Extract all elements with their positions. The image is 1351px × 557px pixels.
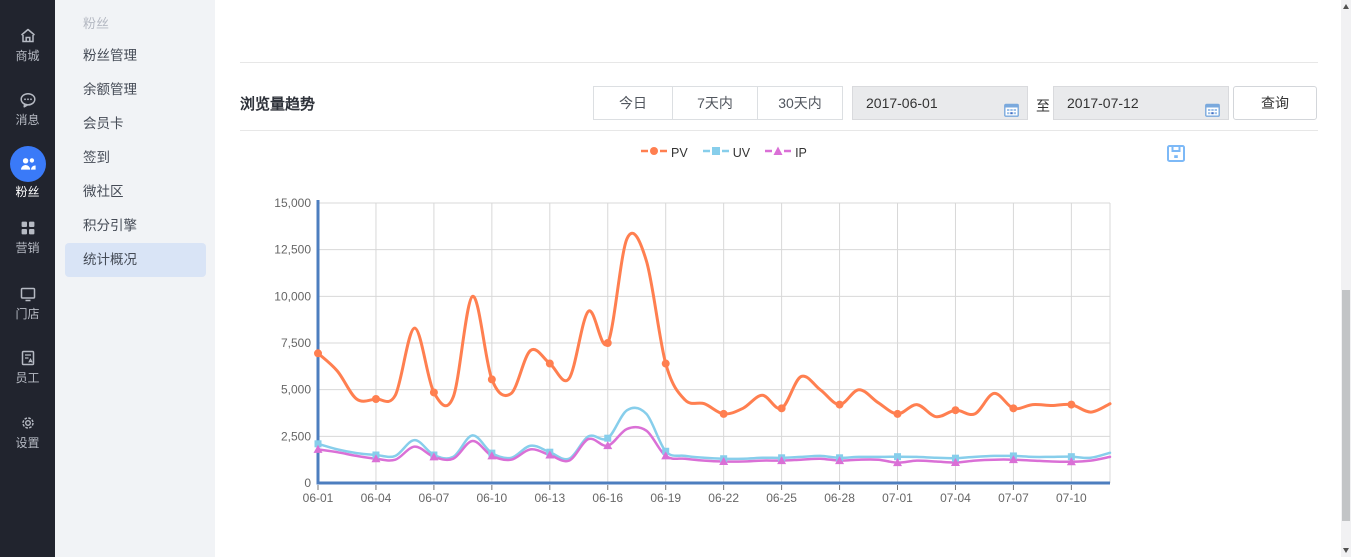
traffic-trend-chart: 06-01 06-04 06-07 06-10 06-13 06-16 06-19 06-22…: [270, 196, 1130, 516]
submenu-item-1[interactable]: 粉丝管理: [83, 48, 137, 63]
fans-icon: [9, 146, 46, 182]
marketing-icon: [0, 218, 55, 238]
svg-text:10,000: 10,000: [274, 289, 311, 303]
submenu-item-7[interactable]: 统计概况: [65, 243, 206, 277]
sidebar-item-settings[interactable]: 设置: [0, 413, 55, 450]
legend-label: UV: [732, 145, 751, 160]
scroll-thumb[interactable]: [1342, 290, 1350, 521]
submenu-item-6[interactable]: 积分引擎: [83, 218, 137, 233]
svg-text:07-10: 07-10: [1056, 491, 1087, 505]
page-title: 浏览量趋势: [240, 96, 316, 113]
sidebar-item-shop[interactable]: 商城: [0, 26, 55, 63]
scroll-up-arrow-icon[interactable]: [1343, 4, 1349, 9]
top-divider: [240, 62, 1318, 63]
legend-item-ip[interactable]: IP: [765, 145, 807, 160]
date-from-value: 2017-06-01: [866, 95, 938, 111]
vertical-scrollbar[interactable]: [1341, 0, 1351, 557]
primary-sidebar: 商城消息粉丝营销门店员工设置: [0, 0, 55, 557]
sidebar-item-label: 粉丝: [15, 185, 40, 199]
legend-label: PV: [671, 145, 688, 160]
ip-legend-marker-icon: [765, 145, 792, 160]
sidebar-item-message[interactable]: 消息: [0, 90, 55, 127]
staff-icon: [0, 348, 55, 368]
date-to-value: 2017-07-12: [1067, 95, 1139, 111]
uv-legend-marker-icon: [702, 145, 729, 160]
svg-text:06-04: 06-04: [361, 491, 392, 505]
submenu-item-5[interactable]: 微社区: [83, 184, 124, 199]
svg-text:0: 0: [304, 476, 311, 490]
message-icon: [0, 90, 55, 110]
legend-item-uv[interactable]: UV: [702, 145, 751, 160]
sidebar-item-store[interactable]: 门店: [0, 284, 55, 321]
chart-legend: PV UV IP: [641, 145, 807, 160]
shop-icon: [0, 26, 55, 46]
fans-submenu: 粉丝 粉丝管理余额管理会员卡签到微社区积分引擎统计概况: [55, 0, 215, 557]
submenu-item-4[interactable]: 签到: [83, 150, 110, 165]
legend-item-pv[interactable]: PV: [641, 145, 688, 160]
svg-text:07-01: 07-01: [882, 491, 913, 505]
calendar-icon[interactable]: [1205, 96, 1220, 128]
scroll-down-arrow-icon[interactable]: [1343, 548, 1349, 553]
svg-text:07-07: 07-07: [998, 491, 1029, 505]
range-button-1[interactable]: 今日: [593, 86, 673, 120]
store-icon: [0, 284, 55, 304]
sidebar-item-marketing[interactable]: 营销: [0, 218, 55, 255]
submenu-item-3[interactable]: 会员卡: [83, 116, 124, 131]
pv-legend-marker-icon: [641, 145, 667, 160]
svg-text:7,500: 7,500: [281, 336, 311, 350]
date-from-input[interactable]: 2017-06-01: [852, 86, 1028, 120]
sidebar-item-label: 门店: [15, 307, 40, 321]
sidebar-item-staff[interactable]: 员工: [0, 348, 55, 385]
calendar-icon[interactable]: [1004, 96, 1019, 128]
svg-text:07-04: 07-04: [940, 491, 971, 505]
range-button-3[interactable]: 30天内: [757, 86, 843, 120]
toolbar-divider: [240, 130, 1318, 131]
sidebar-item-label: 营销: [15, 241, 40, 255]
submenu-item-2[interactable]: 余额管理: [83, 82, 137, 97]
date-range-to-label: 至: [1036, 98, 1050, 114]
svg-text:06-07: 06-07: [419, 491, 450, 505]
sidebar-item-label: 员工: [15, 371, 40, 385]
svg-text:06-13: 06-13: [534, 491, 565, 505]
svg-text:06-22: 06-22: [708, 491, 739, 505]
svg-text:2,500: 2,500: [281, 429, 311, 443]
submenu-header: 粉丝: [83, 16, 110, 31]
query-button[interactable]: 查询: [1233, 86, 1317, 120]
save-as-image-icon[interactable]: [1166, 144, 1186, 168]
sidebar-item-label: 设置: [15, 436, 40, 450]
svg-text:06-25: 06-25: [766, 491, 797, 505]
svg-text:06-10: 06-10: [477, 491, 508, 505]
sidebar-item-label: 消息: [15, 113, 40, 127]
range-button-2[interactable]: 7天内: [672, 86, 758, 120]
main-content: 浏览量趋势 今日 7天内 30天内 2017-06-01 至 2017-07-12 …: [215, 0, 1341, 557]
svg-text:5,000: 5,000: [281, 383, 311, 397]
svg-text:06-01: 06-01: [303, 491, 334, 505]
svg-text:06-16: 06-16: [592, 491, 623, 505]
date-to-input[interactable]: 2017-07-12: [1053, 86, 1229, 120]
svg-text:06-28: 06-28: [824, 491, 855, 505]
settings-icon: [0, 413, 55, 433]
sidebar-item-fans[interactable]: 粉丝: [0, 146, 55, 199]
legend-label: IP: [795, 145, 807, 160]
svg-text:06-19: 06-19: [650, 491, 681, 505]
sidebar-item-label: 商城: [15, 49, 40, 63]
svg-text:15,000: 15,000: [274, 196, 311, 210]
svg-text:12,500: 12,500: [274, 243, 311, 257]
